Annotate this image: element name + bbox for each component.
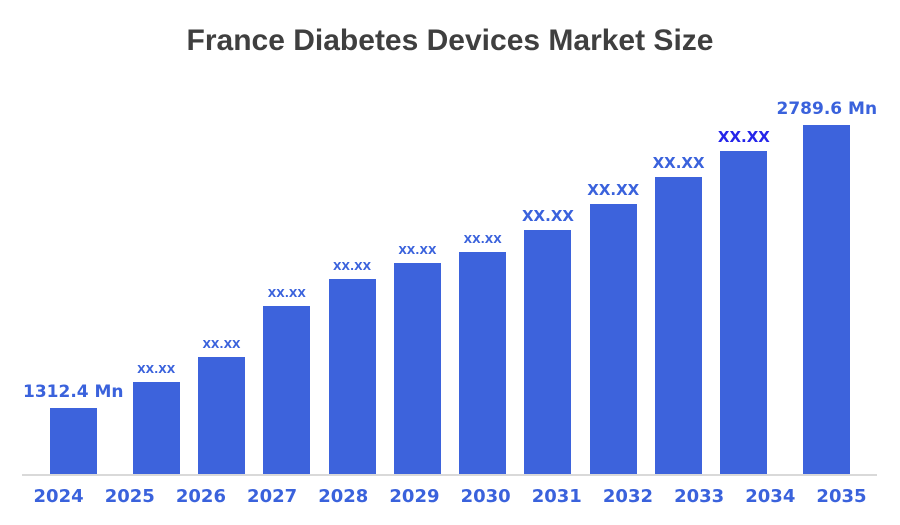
chart-title: France Diabetes Devices Market Size (186, 24, 714, 57)
bar-column: XX.XX (581, 85, 646, 474)
x-axis-label: 2027 (247, 486, 298, 507)
bar-column: XX.XX (124, 85, 189, 474)
bar-column: 1312.4 Mn (23, 85, 124, 474)
bar (803, 125, 851, 474)
bar (132, 382, 180, 474)
bar (459, 252, 507, 474)
x-axis: 2024 2025 2026 2027 2028 2029 2030 2031 2032 2033… (23, 486, 877, 507)
x-axis-label: 2024 (33, 486, 84, 507)
bar-column: XX.XX (646, 85, 711, 474)
x-axis-label: 2035 (816, 486, 867, 507)
bar (655, 177, 703, 474)
bar (393, 263, 441, 474)
x-axis-line (22, 474, 877, 476)
bar-column: XX.XX (515, 85, 580, 474)
bar (263, 306, 311, 474)
bar-value-label: XX.XX (202, 337, 241, 351)
x-axis-label: 2028 (318, 486, 369, 507)
bar-column: XX.XX (450, 85, 515, 474)
x-axis-label: 2026 (175, 486, 226, 507)
bar-column: XX.XX (385, 85, 450, 474)
bar-value-label: XX.XX (521, 206, 574, 225)
bar-value-label: XX.XX (333, 259, 372, 273)
x-axis-label: 2031 (531, 486, 582, 507)
bar-column: XX.XX (254, 85, 319, 474)
bar-column: XX.XX (711, 85, 776, 474)
bar-value-label: XX.XX (717, 127, 770, 146)
bar-value-label: XX.XX (587, 180, 640, 199)
x-axis-label: 2030 (460, 486, 511, 507)
bar-value-label: 1312.4 Mn (23, 382, 124, 403)
bar (328, 279, 376, 474)
x-axis-label: 2032 (602, 486, 654, 507)
bar (524, 230, 572, 474)
bar-column: XX.XX (319, 85, 384, 474)
bar-column: 2789.6 Mn (776, 85, 878, 474)
bar-value-label: XX.XX (652, 153, 705, 172)
bar-value-label: XX.XX (398, 243, 437, 257)
bar-value-label: 2789.6 Mn (776, 99, 878, 120)
bar (197, 357, 245, 474)
bar-value-label: XX.XX (137, 362, 176, 376)
x-axis-label: 2029 (389, 486, 440, 507)
bar-column: XX.XX (189, 85, 254, 474)
bar-value-label: XX.XX (463, 232, 502, 246)
bar (589, 204, 637, 474)
x-axis-label: 2034 (745, 486, 796, 507)
plot-area: 1312.4 Mn XX.XX XX.XX XX.XX XX.XX XX.XX XX.XX X… (23, 85, 877, 474)
x-axis-label: 2033 (674, 486, 725, 507)
bar (49, 408, 97, 474)
x-axis-label: 2025 (104, 486, 155, 507)
bar (720, 151, 768, 474)
bar-value-label: XX.XX (267, 286, 306, 300)
